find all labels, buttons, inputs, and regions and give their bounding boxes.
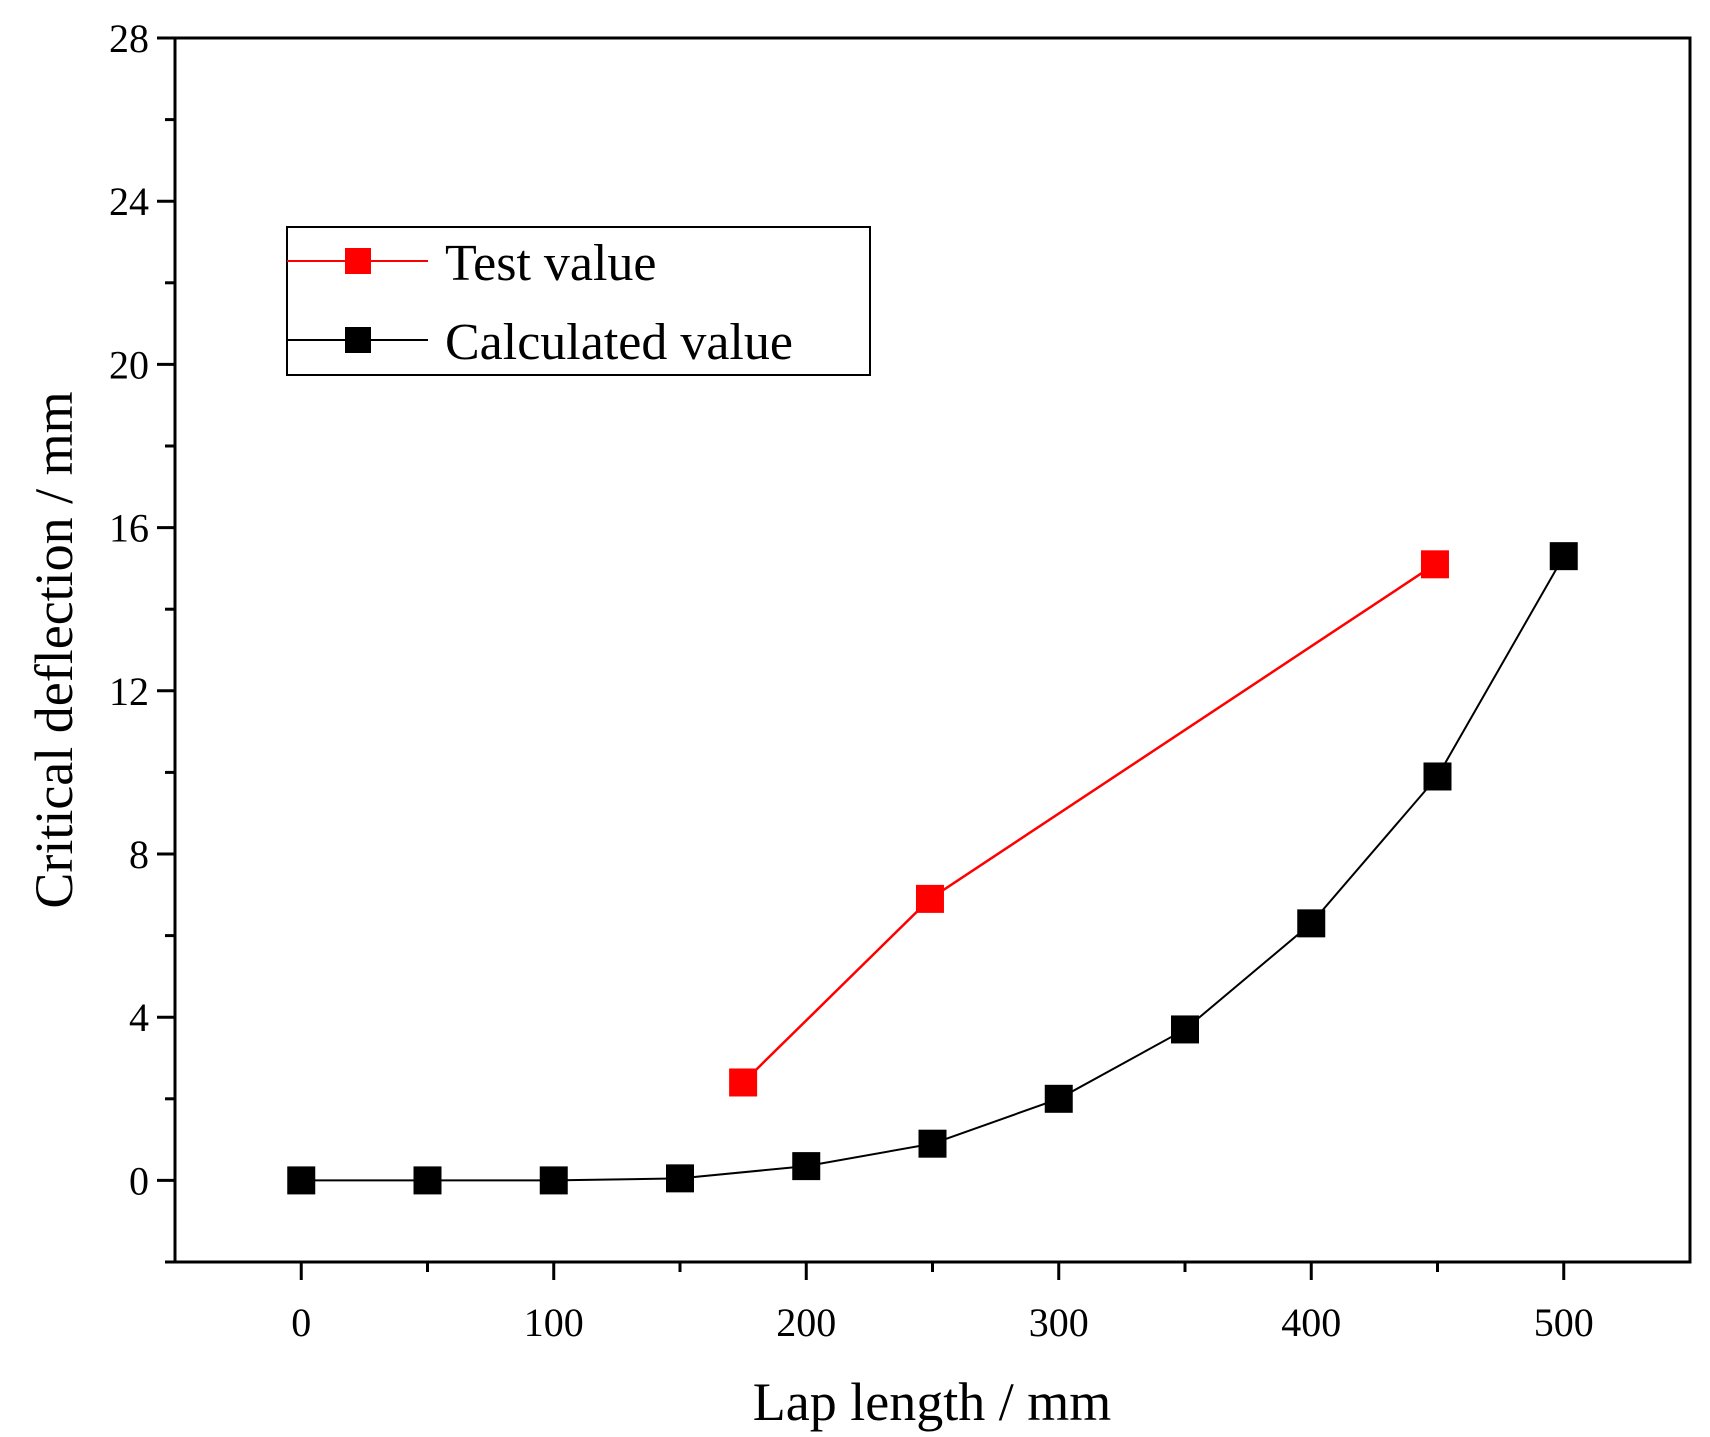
y-tick-label-16: 16 (109, 506, 149, 551)
x-tick-label-0: 0 (291, 1300, 311, 1345)
x-tick-label-400: 400 (1281, 1300, 1341, 1345)
legend-box (286, 226, 871, 376)
point-calculated-5 (918, 1129, 947, 1158)
x-tick-label-500: 500 (1534, 1300, 1594, 1345)
y-tick-label-28: 28 (109, 16, 149, 61)
point-calculated-7 (1171, 1015, 1199, 1044)
y-axis-title: Critical deflection / mm (24, 391, 84, 908)
y-tick-label-0: 0 (129, 1158, 149, 1203)
point-test-1 (915, 884, 944, 913)
y-tick-label-4: 4 (129, 995, 149, 1040)
x-axis-title: Lap length / mm (753, 1372, 1111, 1432)
point-calculated-9 (1423, 762, 1452, 791)
x-tick-label-100: 100 (524, 1300, 584, 1345)
series-line-test (742, 563, 1436, 1084)
point-test-2 (1420, 550, 1449, 579)
point-calculated-1 (413, 1166, 442, 1195)
series-line-calculated (301, 555, 1565, 1182)
y-tick-label-12: 12 (109, 669, 149, 714)
series-layer (287, 542, 1578, 1195)
legend-marker-calculated (345, 327, 371, 353)
point-calculated-4 (792, 1152, 821, 1181)
point-calculated-6 (1044, 1084, 1073, 1113)
legend: Test value Calculated value (286, 226, 871, 376)
plot-frame (173, 36, 1692, 1264)
y-tick-label-20: 20 (109, 342, 149, 387)
point-calculated-8 (1297, 909, 1326, 938)
point-calculated-2 (539, 1166, 568, 1195)
point-calculated-3 (666, 1164, 694, 1193)
legend-label-calculated: Calculated value (445, 314, 793, 371)
y-axis-ticks: 0 4 8 12 16 20 24 28 (109, 16, 175, 1264)
legend-marker-test (345, 248, 371, 274)
point-calculated-10 (1549, 542, 1578, 571)
x-tick-label-300: 300 (1029, 1300, 1089, 1345)
y-tick-label-8: 8 (129, 832, 149, 877)
x-axis-ticks: 0 100 200 300 400 500 (291, 1262, 1594, 1345)
x-tick-label-200: 200 (776, 1300, 836, 1345)
legend-label-test: Test value (445, 235, 657, 292)
point-calculated-0 (287, 1166, 316, 1195)
y-tick-label-24: 24 (109, 179, 149, 224)
point-test-0 (729, 1068, 758, 1097)
